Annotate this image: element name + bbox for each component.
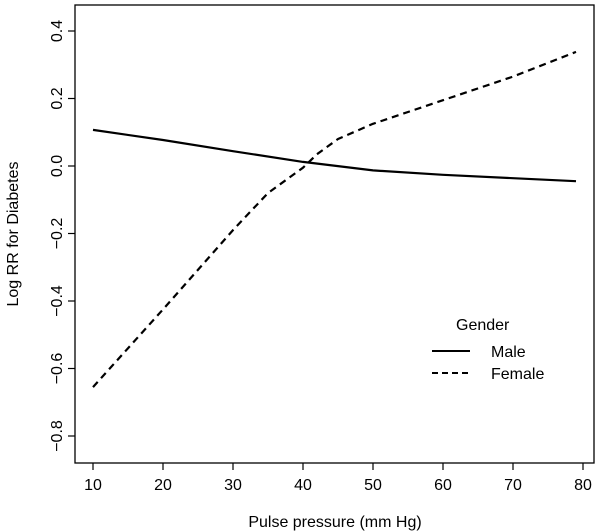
x-tick-label: 40 — [294, 477, 312, 494]
y-tick-label: −0.6 — [49, 353, 66, 385]
y-tick-label: 0.0 — [49, 155, 66, 177]
y-tick-label: −0.4 — [49, 285, 66, 317]
y-axis-label: Log RR for Diabetes — [5, 162, 22, 307]
x-axis-label: Pulse pressure (mm Hg) — [248, 514, 421, 531]
y-tick-label: 0.2 — [49, 87, 66, 109]
y-tick-label: 0.4 — [49, 20, 66, 42]
series-layer — [92, 50, 577, 388]
legend-label-male: Male — [491, 344, 526, 361]
x-tick-label: 30 — [224, 477, 242, 494]
x-tick-label: 20 — [154, 477, 172, 494]
y-axis: −0.8 −0.6 −0.4 −0.2 0.0 0.2 0.4 — [49, 20, 75, 452]
plot-frame — [74, 4, 595, 464]
y-tick-label: −0.8 — [49, 420, 66, 452]
x-tick-label: 60 — [434, 477, 452, 494]
x-axis: 10 20 30 40 50 60 70 80 — [84, 463, 592, 494]
legend-label-female: Female — [491, 366, 544, 383]
series-line-female — [92, 50, 577, 388]
x-tick-label: 70 — [504, 477, 522, 494]
y-tick-label: −0.2 — [49, 218, 66, 250]
legend-title: Gender — [456, 317, 510, 334]
series-line-male — [92, 128, 577, 183]
legend: Gender Male Female — [432, 317, 544, 383]
x-tick-label: 10 — [84, 477, 102, 494]
x-tick-label: 80 — [574, 477, 592, 494]
x-tick-label: 50 — [364, 477, 382, 494]
